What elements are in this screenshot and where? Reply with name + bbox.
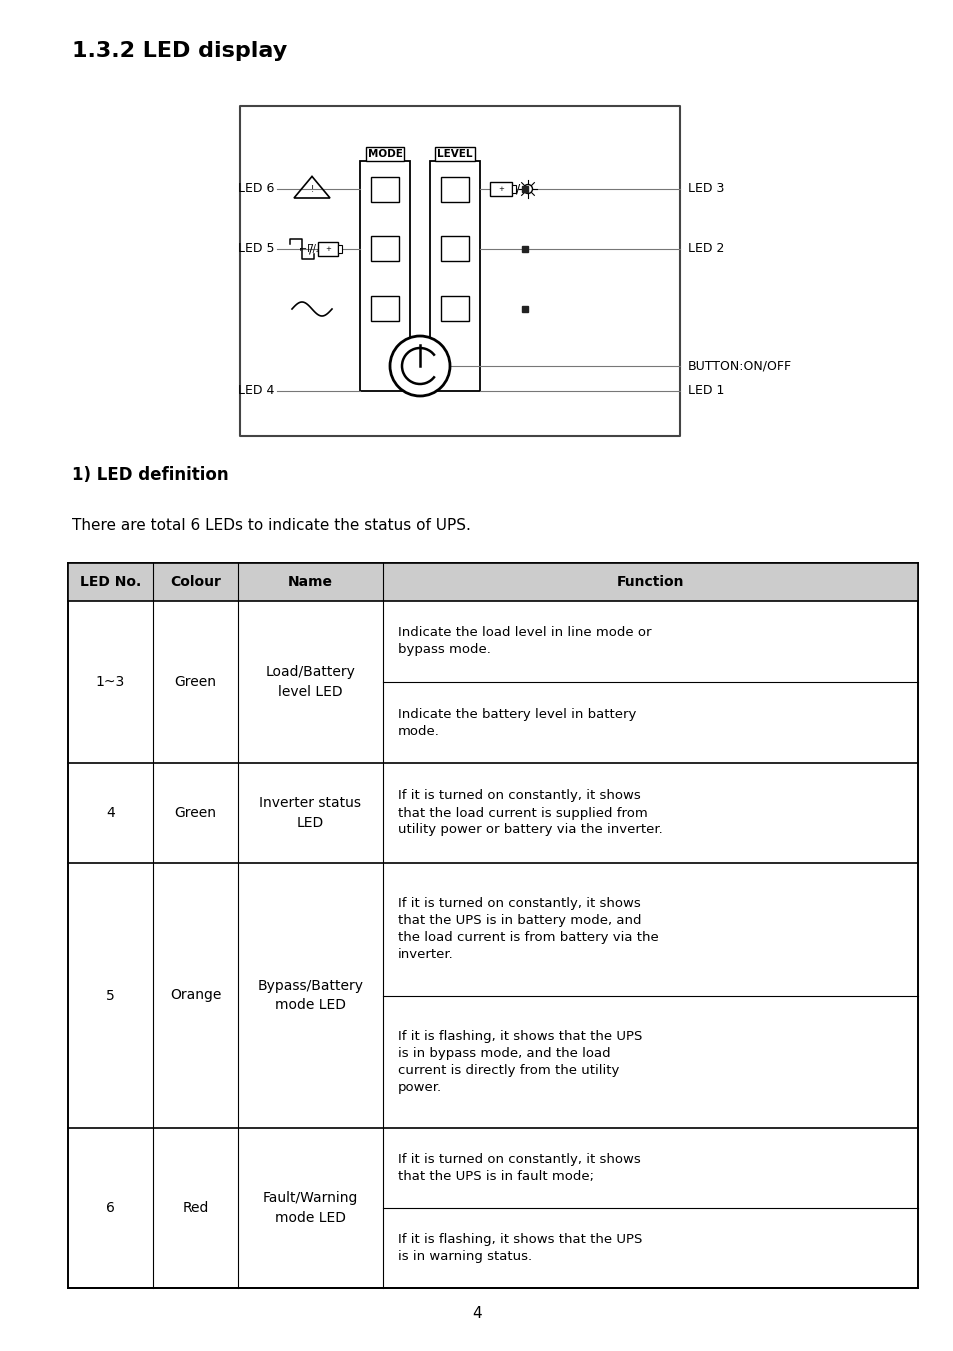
Text: If it is flashing, it shows that the UPS
is in bypass mode, and the load
current: If it is flashing, it shows that the UPS… (397, 1029, 641, 1094)
Bar (440, 296, 469, 322)
Text: Red: Red (182, 1201, 209, 1215)
Text: 4: 4 (472, 1305, 481, 1320)
Bar (68, 563, 917, 1288)
Text: 4: 4 (106, 807, 114, 820)
Circle shape (523, 185, 532, 193)
Text: Function: Function (616, 576, 683, 589)
Text: Inverter status
LED: Inverter status LED (259, 796, 361, 830)
Text: MODE: MODE (367, 149, 402, 159)
Text: There are total 6 LEDs to indicate the status of UPS.: There are total 6 LEDs to indicate the s… (71, 517, 471, 534)
Text: ⌐Γ/⚠: ⌐Γ/⚠ (299, 245, 324, 254)
Text: LED 4: LED 4 (237, 385, 274, 397)
Text: Name: Name (288, 576, 333, 589)
Text: LED 1: LED 1 (687, 385, 723, 397)
Bar (440, 236, 469, 262)
Text: Indicate the battery level in battery
mode.: Indicate the battery level in battery mo… (397, 708, 636, 738)
Bar (68, 563, 917, 601)
Text: 6: 6 (106, 1201, 114, 1215)
Text: LED No.: LED No. (80, 576, 141, 589)
Text: 1.3.2 LED display: 1.3.2 LED display (71, 41, 287, 61)
Text: If it is flashing, it shows that the UPS
is in warning status.: If it is flashing, it shows that the UPS… (397, 1233, 641, 1263)
Text: Orange: Orange (170, 989, 221, 1002)
Bar (371, 177, 398, 201)
Bar (317, 242, 337, 255)
Text: LED 2: LED 2 (687, 242, 723, 255)
Bar (337, 245, 341, 253)
Text: Green: Green (174, 676, 216, 689)
Text: LEVEL: LEVEL (436, 149, 473, 159)
Bar (440, 177, 469, 201)
Bar (240, 105, 679, 436)
Text: Fault/Warning
mode LED: Fault/Warning mode LED (262, 1192, 357, 1225)
Text: +: + (497, 186, 503, 192)
Text: If it is turned on constantly, it shows
that the load current is supplied from
u: If it is turned on constantly, it shows … (397, 789, 661, 836)
Text: /: / (516, 182, 519, 196)
Text: BUTTON:ON/OFF: BUTTON:ON/OFF (687, 359, 791, 373)
Text: Bypass/Battery
mode LED: Bypass/Battery mode LED (257, 978, 363, 1012)
Bar (371, 236, 398, 262)
Text: LED 6: LED 6 (237, 182, 274, 196)
Text: If it is turned on constantly, it shows
that the UPS is in fault mode;: If it is turned on constantly, it shows … (397, 1152, 639, 1183)
Bar (512, 185, 515, 193)
Text: LED 3: LED 3 (687, 182, 723, 196)
Circle shape (390, 336, 450, 396)
Text: 1) LED definition: 1) LED definition (71, 466, 229, 484)
Bar (490, 182, 512, 196)
Text: Green: Green (174, 807, 216, 820)
Bar (371, 296, 398, 322)
Text: Indicate the load level in line mode or
bypass mode.: Indicate the load level in line mode or … (397, 627, 650, 657)
Bar (430, 161, 479, 390)
Bar (359, 161, 410, 390)
Text: !: ! (310, 185, 314, 195)
Text: 1~3: 1~3 (95, 676, 125, 689)
Text: LED 5: LED 5 (237, 242, 274, 255)
Text: Load/Battery
level LED: Load/Battery level LED (265, 665, 355, 698)
Text: Colour: Colour (170, 576, 221, 589)
Text: 5: 5 (106, 989, 114, 1002)
Text: /: / (309, 242, 313, 255)
Text: If it is turned on constantly, it shows
that the UPS is in battery mode, and
the: If it is turned on constantly, it shows … (397, 897, 658, 962)
Text: +: + (325, 246, 331, 253)
